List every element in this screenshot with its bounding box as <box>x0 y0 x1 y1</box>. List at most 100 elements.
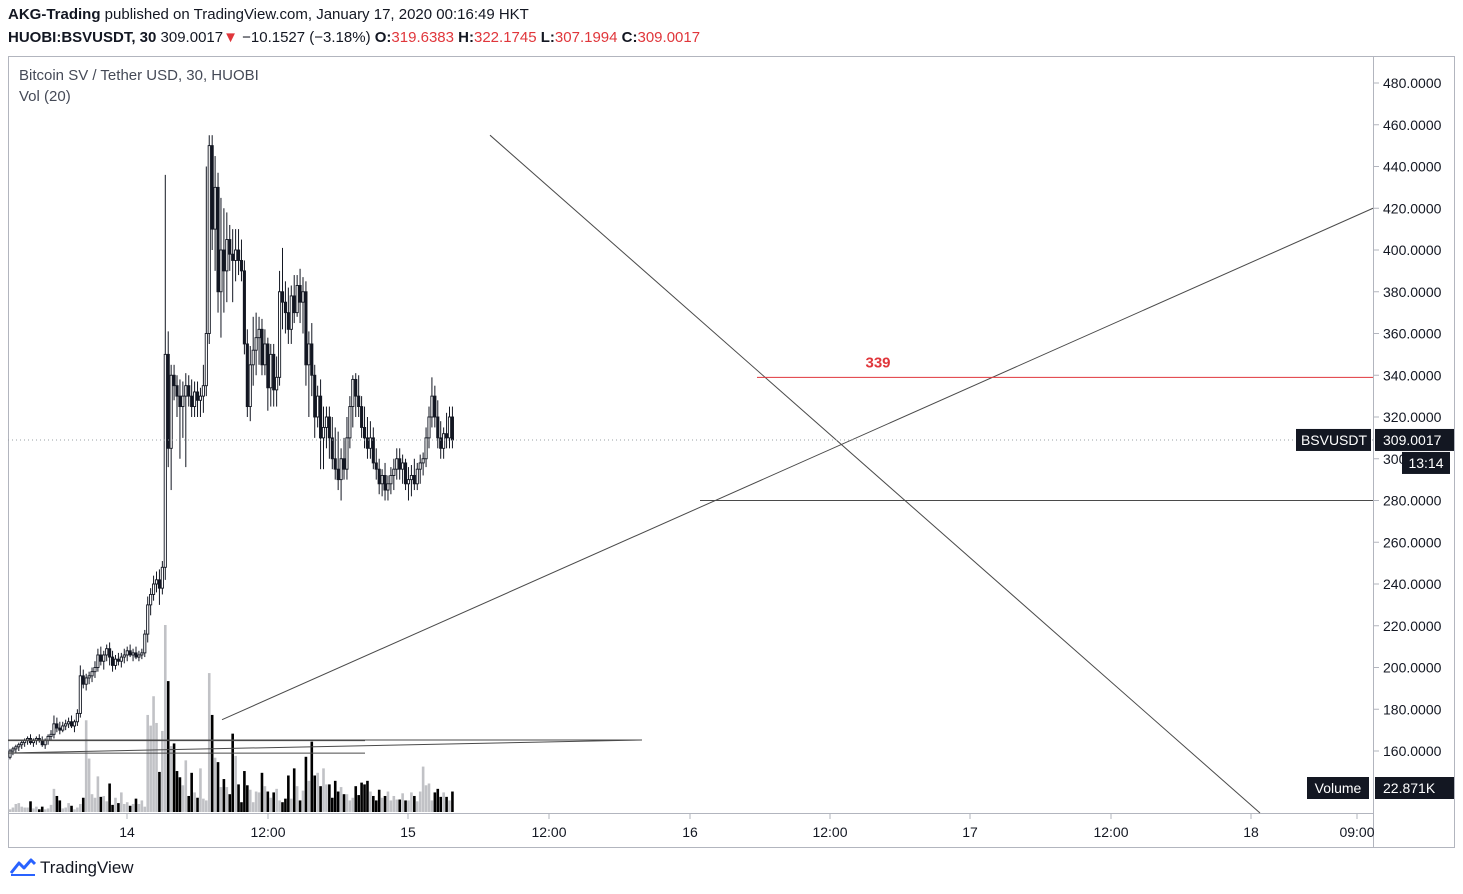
candle-body <box>108 648 112 658</box>
volume-bar <box>93 797 97 812</box>
volume-bar <box>369 791 372 812</box>
candle-body <box>336 468 340 481</box>
volume-bar <box>163 625 167 812</box>
volume-bar <box>418 791 422 812</box>
volume-bar <box>331 797 334 812</box>
chart-frame <box>8 56 1455 848</box>
candle-body <box>102 654 106 662</box>
volume-bar <box>292 768 296 812</box>
price-tick-label: 480.0000 <box>1383 75 1442 91</box>
candle-body <box>342 458 346 470</box>
volume-bar <box>199 768 202 812</box>
candle-body <box>236 249 241 261</box>
volume-bar <box>76 807 79 812</box>
time-tick-label: 15 <box>400 824 416 840</box>
last-price-label: 309.0017 <box>1383 432 1442 448</box>
low-value: 307.1994 <box>554 29 618 46</box>
candle-body <box>409 475 413 481</box>
volume-bar <box>421 766 425 812</box>
candle-body <box>137 654 141 658</box>
volume-bar <box>313 775 317 812</box>
volume-bar <box>35 806 38 812</box>
symbol-label-box <box>1296 428 1371 451</box>
volume-bar <box>108 783 111 812</box>
candle-body <box>116 658 120 662</box>
candle-body <box>242 270 246 345</box>
candle-body <box>58 727 62 731</box>
volume-bar <box>380 797 384 812</box>
candle-body <box>257 328 261 339</box>
candle-body <box>324 416 328 428</box>
drawings[interactable]: 339 <box>7 134 1374 814</box>
volume-bar <box>178 777 182 812</box>
volume-label: Volume <box>1315 780 1362 796</box>
volume-bar <box>23 807 26 812</box>
candle-body <box>377 468 381 485</box>
volume-bar <box>70 805 73 812</box>
chart-legend-title[interactable]: Bitcoin SV / Tether USD, 30, HUOBI <box>19 67 259 84</box>
price-tick-label: 440.0000 <box>1383 159 1442 175</box>
open-value: 319.6383 <box>391 29 454 46</box>
volume-bar <box>207 673 211 812</box>
volume-bar <box>228 794 232 812</box>
volume-bar <box>316 772 319 812</box>
volume-bar <box>96 776 100 812</box>
volume-bar <box>392 795 396 812</box>
volume-bar <box>196 797 199 812</box>
published-text: published on TradingView.com, January 17… <box>104 6 529 23</box>
candle-body <box>351 378 355 408</box>
candle-body <box>195 391 200 401</box>
candle-body <box>40 740 44 746</box>
volume-bar <box>181 785 185 812</box>
candle-body <box>362 426 367 439</box>
volume-bar <box>184 760 188 812</box>
candle-body <box>421 458 425 464</box>
volume-bar <box>310 741 314 812</box>
volume-bar <box>254 791 258 812</box>
candle-body <box>157 579 161 589</box>
volume-bar <box>301 790 305 812</box>
candle-body <box>193 391 197 408</box>
volume-bar <box>398 799 401 812</box>
author-name[interactable]: AKG-Trading <box>8 6 101 23</box>
candle-body <box>447 416 452 439</box>
time-axis[interactable]: 14 12:00 15 12:00 16 12:00 17 12:00 18 09:00 <box>119 813 1375 840</box>
time-tick-label: 09:00 <box>1339 824 1374 840</box>
volume-bar <box>29 801 32 812</box>
price-axis[interactable]: 160.0000 180.0000 200.0000 220.0000 240.0000… <box>1373 75 1442 759</box>
candle-body <box>20 742 24 746</box>
candle-body <box>81 675 85 685</box>
candle-body <box>374 462 378 470</box>
volume-bar <box>146 714 150 812</box>
volume-bar <box>81 797 85 812</box>
volume-bar <box>307 780 311 812</box>
candle-body <box>49 733 53 737</box>
volume-bar <box>234 755 237 812</box>
volume-bar <box>269 797 273 812</box>
descending-trendline[interactable] <box>489 134 1261 814</box>
close-value: 309.0017 <box>637 29 701 46</box>
price-tick-label: 380.0000 <box>1383 284 1442 300</box>
price-tick-label: 220.0000 <box>1383 618 1442 634</box>
candle-body <box>298 285 302 303</box>
candle-body <box>360 406 364 428</box>
candle-body <box>52 723 56 735</box>
volume-bar <box>357 795 360 812</box>
tradingview-logo-icon <box>10 858 36 876</box>
candle-body <box>78 675 82 714</box>
candle-body <box>348 406 352 439</box>
price-tick-label: 180.0000 <box>1383 701 1442 717</box>
volume-bar <box>415 801 419 812</box>
ascending-trendline[interactable] <box>221 207 1374 721</box>
volume-bar <box>58 800 62 812</box>
volume-legend[interactable]: Vol (20) <box>19 88 71 105</box>
volume-bar <box>158 771 161 812</box>
tradingview-brand[interactable]: TradingView <box>10 858 134 878</box>
volume-bar <box>322 768 325 812</box>
candle-body <box>110 656 115 666</box>
candle-body <box>239 259 244 272</box>
resistance-label[interactable]: 339 <box>865 354 890 371</box>
volume-bar <box>374 800 378 812</box>
volume-range-bottom-line[interactable] <box>7 739 643 754</box>
